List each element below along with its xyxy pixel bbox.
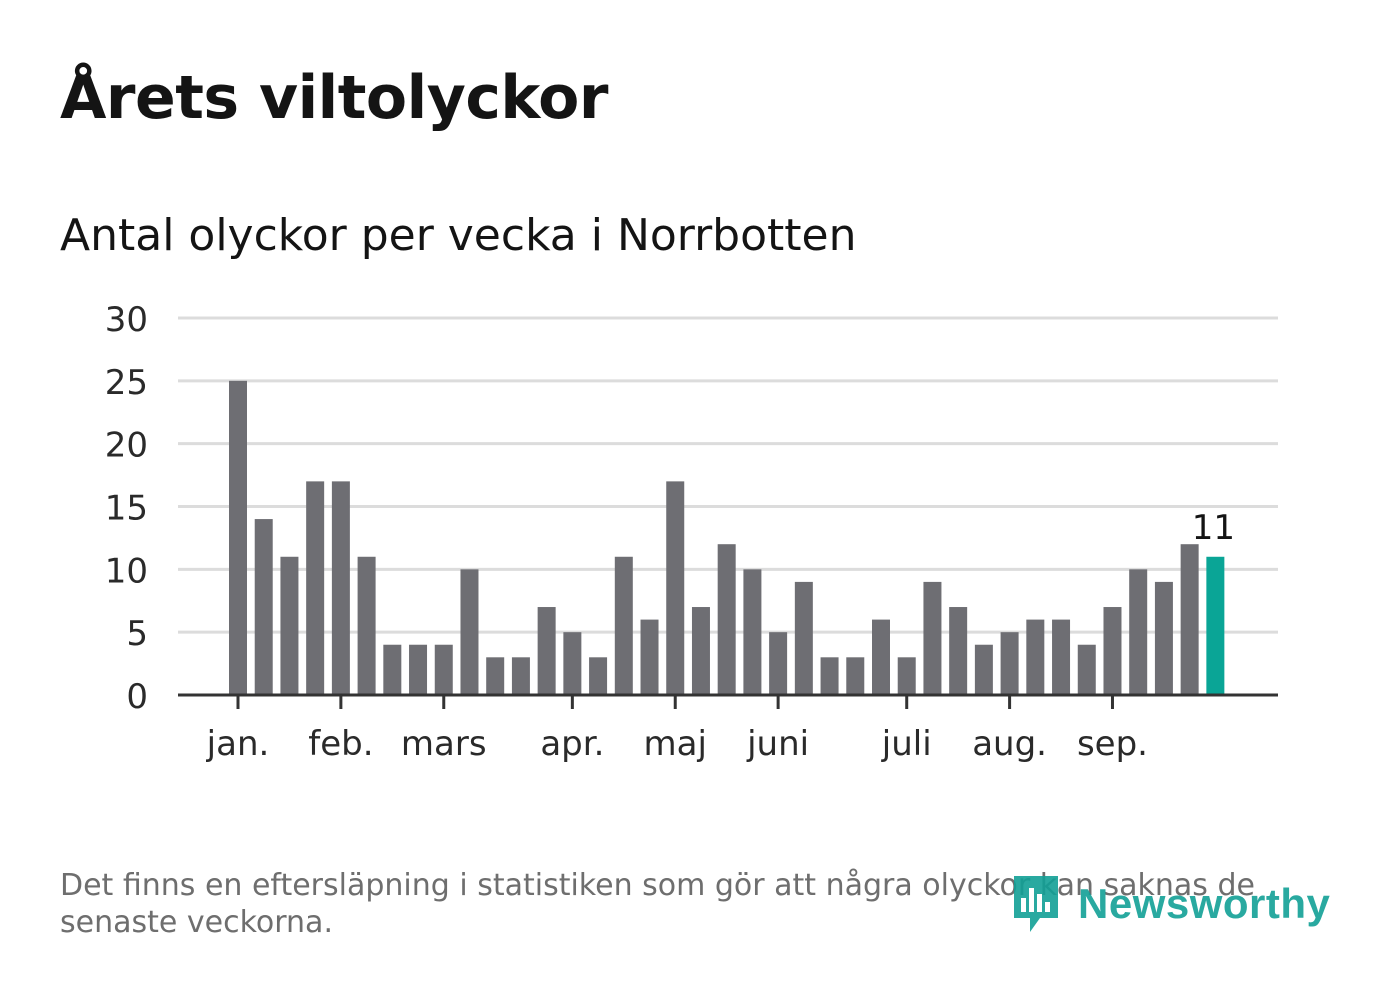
bar: [743, 569, 762, 695]
x-tick-label: aug.: [972, 724, 1047, 764]
newsworthy-logo[interactable]: Newsworthy: [1010, 872, 1330, 936]
bar: [820, 657, 839, 695]
y-tick-label: 30: [105, 300, 148, 340]
axes: [178, 693, 1278, 709]
x-tick-label: juli: [881, 724, 932, 764]
bar: [614, 556, 633, 695]
bar-chart: 0 5 10 15 20 25 30 11 jan. feb. mars apr. maj juni jul…: [105, 300, 1278, 764]
bar: [923, 581, 942, 695]
x-tick-label: feb.: [308, 724, 373, 764]
bar: [666, 481, 685, 695]
y-tick-label: 15: [105, 489, 148, 529]
bars: [229, 380, 1225, 695]
bar: [511, 657, 530, 695]
bar: [229, 380, 247, 695]
bar: [383, 644, 402, 695]
bar: [1180, 544, 1199, 695]
bar: [769, 632, 788, 695]
bar: [794, 581, 813, 695]
bar: [331, 481, 350, 695]
bar: [537, 607, 556, 695]
x-tick-label: mars: [401, 724, 487, 764]
bar: [280, 556, 299, 695]
bar: [640, 619, 659, 695]
bar: [306, 481, 325, 695]
bar: [1077, 644, 1096, 695]
bar: [949, 607, 968, 695]
bar-highlight: [1206, 556, 1225, 695]
bar: [1129, 569, 1148, 695]
bar: [254, 519, 273, 695]
x-tick-label: jan.: [206, 724, 270, 764]
bar: [1103, 607, 1122, 695]
x-tick-label: sep.: [1077, 724, 1148, 764]
labels: 0 5 10 15 20 25 30 11 jan. feb. mars apr. maj juni jul…: [105, 300, 1235, 764]
bar: [409, 644, 428, 695]
bar: [1026, 619, 1045, 695]
bar: [486, 657, 505, 695]
x-tick-label: juni: [746, 724, 809, 764]
chart-subtitle: Antal olyckor per vecka i Norrbotten: [60, 210, 857, 261]
bar: [1052, 619, 1071, 695]
bar: [1154, 581, 1173, 695]
y-tick-label: 25: [105, 363, 148, 403]
bar: [872, 619, 890, 695]
bar: [563, 632, 582, 695]
chart-title: Årets viltolyckor: [60, 63, 609, 133]
logo-text: Newsworthy: [1078, 880, 1331, 927]
highlight-value-label: 11: [1192, 508, 1235, 548]
y-tick-label: 5: [126, 614, 148, 654]
bar: [434, 644, 453, 695]
bar: [846, 657, 865, 695]
bar: [691, 607, 710, 695]
x-tick-label: maj: [644, 724, 707, 764]
bar: [974, 644, 993, 695]
bar: [717, 544, 736, 695]
y-tick-label: 10: [105, 551, 148, 591]
bar: [1000, 632, 1019, 695]
bar-chart-speech-icon: [1014, 876, 1058, 932]
bar: [460, 569, 479, 695]
x-tick-label: apr.: [540, 724, 604, 764]
bar: [589, 657, 608, 695]
y-tick-label: 20: [105, 426, 148, 466]
bar: [897, 657, 916, 695]
y-tick-label: 0: [126, 677, 148, 717]
bar: [357, 556, 376, 695]
